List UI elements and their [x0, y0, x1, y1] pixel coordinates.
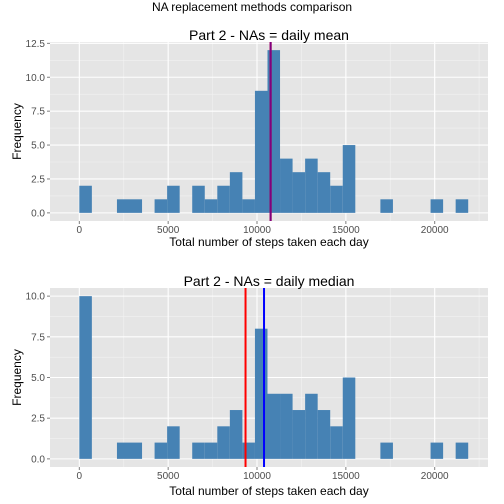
histogram-bar: [292, 410, 306, 459]
histogram-bar: [192, 442, 205, 459]
x-tick-label: 0: [77, 471, 83, 482]
chart-title: Part 2 - NAs = daily median: [184, 273, 355, 289]
y-tick-label: 10.0: [26, 292, 46, 303]
histogram-bar: [455, 199, 469, 213]
histogram-bar: [217, 426, 230, 459]
x-tick-label: 20000: [421, 471, 449, 482]
histogram-bar: [305, 393, 318, 459]
histogram-bar: [267, 393, 281, 459]
histogram-bar: [254, 90, 268, 213]
histogram-bar: [116, 199, 130, 213]
histogram-bar: [167, 185, 180, 213]
y-axis-label: Frequency: [10, 103, 24, 160]
y-tick-label: 0.0: [31, 208, 45, 219]
y-tick-label: 7.5: [31, 332, 45, 343]
x-tick-label: 10000: [243, 471, 271, 482]
histogram-bar: [380, 442, 393, 459]
histogram-bar: [154, 199, 168, 213]
histogram-mean-panel: 0 5000 10000 15000 20000 0.0 2.5 5.0 7.5 10.0 12.5…: [10, 27, 488, 249]
histogram-bar: [280, 158, 293, 213]
histogram-bar: [79, 185, 92, 213]
x-tick-label: 20000: [421, 225, 449, 236]
histogram-bar: [116, 442, 130, 459]
histogram-bar: [430, 442, 444, 459]
histogram-bar: [317, 172, 331, 213]
chart-title: Part 2 - NAs = daily mean: [189, 27, 349, 43]
y-tick-label: 2.5: [31, 414, 45, 425]
histogram-bar: [305, 158, 318, 213]
histogram-bar: [242, 442, 255, 459]
histogram-bar: [167, 426, 180, 459]
x-tick-label: 0: [77, 225, 83, 236]
y-tick-label: 2.5: [31, 174, 45, 185]
histogram-bar: [254, 328, 268, 459]
histogram-bar: [129, 442, 143, 459]
histogram-bar: [204, 442, 218, 459]
histogram-bar: [342, 377, 356, 459]
histogram-bar: [229, 172, 243, 213]
y-tick-label: 5.0: [31, 373, 45, 384]
x-tick-label: 5000: [157, 225, 180, 236]
x-tick-label: 15000: [332, 225, 360, 236]
x-tick-label: 15000: [332, 471, 360, 482]
y-tick-label: 0.0: [31, 454, 45, 465]
histogram-bar: [380, 199, 393, 213]
x-axis-label: Total number of steps taken each day: [169, 484, 368, 498]
figure-title: NA replacement methods comparison: [151, 0, 353, 14]
x-tick-label: 5000: [157, 471, 180, 482]
histogram-bar: [280, 393, 293, 459]
histogram-bar: [342, 145, 356, 213]
histogram-bar: [129, 199, 143, 213]
histogram-bar: [79, 296, 92, 459]
x-tick-label: 10000: [243, 225, 271, 236]
histogram-bar: [204, 199, 218, 213]
histogram-bar: [192, 185, 205, 213]
histogram-bar: [455, 442, 469, 459]
y-tick-label: 7.5: [31, 107, 45, 118]
histogram-bar: [217, 185, 230, 213]
histogram-bar: [292, 172, 306, 213]
y-tick-label: 12.5: [26, 39, 46, 50]
histogram-bar: [317, 410, 331, 459]
histogram-bar: [267, 50, 281, 213]
histogram-bar: [229, 410, 243, 459]
histogram-bar: [430, 199, 444, 213]
histogram-bar: [330, 426, 343, 459]
histogram-median-panel: 0 5000 10000 15000 20000 0.0 2.5 5.0 7.5 10.0 Part…: [10, 273, 488, 498]
histogram-bar: [242, 199, 255, 213]
y-tick-label: 10.0: [26, 73, 46, 84]
y-tick-label: 5.0: [31, 141, 45, 152]
histogram-bar: [154, 442, 168, 459]
x-axis-label: Total number of steps taken each day: [169, 235, 368, 249]
y-axis-label: Frequency: [10, 349, 24, 406]
histogram-bar: [330, 185, 343, 213]
